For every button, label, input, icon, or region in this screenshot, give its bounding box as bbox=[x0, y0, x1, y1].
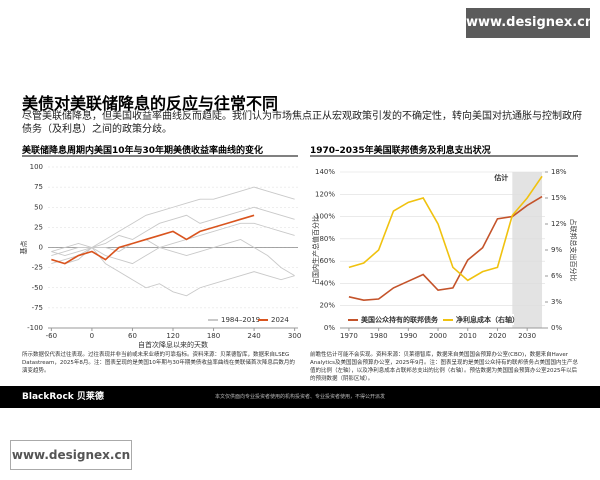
y-tick-label: -25 bbox=[32, 264, 43, 272]
annotation: 估计 bbox=[493, 173, 508, 182]
y2-tick-label: 9% bbox=[551, 246, 562, 254]
y-tick-label: 120% bbox=[315, 190, 335, 198]
x-tick-label: 180 bbox=[207, 332, 220, 340]
x-tick-label: 2000 bbox=[429, 332, 447, 340]
x-tick-label: 120 bbox=[166, 332, 179, 340]
legend-box bbox=[204, 314, 298, 325]
y-tick-label: 100 bbox=[30, 163, 43, 171]
y-tick-label: 60% bbox=[319, 257, 335, 265]
note: 所示数据仅代表过往表现。过往表现并非当前或未来业绩的可靠指标。资料来源：贝莱德智… bbox=[22, 352, 295, 374]
series-line bbox=[348, 195, 543, 301]
y-axis-label: 占国内生产总值百分比 bbox=[311, 215, 320, 285]
x-tick-label: 300 bbox=[288, 332, 301, 340]
watermark: www.designex.cn bbox=[10, 440, 132, 470]
y-tick-label: 0 bbox=[39, 244, 43, 252]
y-tick-label: 75 bbox=[34, 183, 43, 191]
x-tick-label: 1970 bbox=[340, 332, 358, 340]
series-line bbox=[51, 246, 295, 297]
y2-tick-label: 12% bbox=[551, 220, 567, 228]
x-tick-label: 1990 bbox=[399, 332, 417, 340]
series-line bbox=[51, 238, 295, 277]
y-tick-label: 20% bbox=[319, 302, 335, 310]
x-tick-label: 0 bbox=[90, 332, 94, 340]
legend-label: 净利息成本（右轴） bbox=[456, 315, 519, 324]
forecast-shade bbox=[512, 172, 543, 328]
subtitle: 尽管美联储降息，但美国收益率曲线反而趋陡。我们认为市场焦点正从宏观政策引发的不确… bbox=[22, 111, 582, 135]
disclaimer: 本文仅供面向专业投资者使用的机构投资者、专业投资者使用，不得公开派发 bbox=[215, 394, 386, 400]
brand: BlackRock 贝莱德 bbox=[22, 392, 104, 402]
y2-tick-label: 0% bbox=[551, 324, 562, 332]
x-tick-label: 60 bbox=[128, 332, 137, 340]
title: 美债对美联储降息的反应与往常不同 bbox=[22, 94, 279, 113]
y2-tick-label: 18% bbox=[551, 168, 567, 176]
legend-box bbox=[344, 314, 514, 325]
x-tick-label: 240 bbox=[247, 332, 260, 340]
chart-title: 1970–2035年美国联邦债务及利息支出状况 bbox=[310, 146, 491, 156]
y-tick-label: 40% bbox=[319, 279, 335, 287]
x-axis-label: 自首次降息以来的天数 bbox=[138, 340, 208, 349]
x-tick-label: 2010 bbox=[459, 332, 477, 340]
x-tick-label: 1980 bbox=[370, 332, 388, 340]
series-line bbox=[51, 222, 295, 265]
y2-tick-label: 6% bbox=[551, 272, 562, 280]
series-line bbox=[348, 175, 543, 282]
y-tick-label: -50 bbox=[32, 284, 43, 292]
y2-axis-label: 占联邦总支出百分比 bbox=[569, 219, 578, 282]
footer-bar bbox=[0, 386, 600, 408]
y2-tick-label: 15% bbox=[551, 194, 567, 202]
legend-label: 2024 bbox=[271, 316, 289, 324]
y-tick-label: 50 bbox=[34, 203, 43, 211]
y-axis-label: 基点 bbox=[19, 241, 28, 255]
x-tick-label: 2030 bbox=[518, 332, 536, 340]
x-tick-label: 2020 bbox=[489, 332, 507, 340]
legend-label: 1984–2019 bbox=[221, 316, 260, 324]
y-tick-label: 100% bbox=[315, 213, 335, 221]
y-tick-label: -75 bbox=[32, 304, 43, 312]
y2-tick-label: 3% bbox=[551, 298, 562, 306]
y-tick-label: 25 bbox=[34, 223, 43, 231]
y-tick-label: 0% bbox=[324, 324, 335, 332]
y-tick-label: 80% bbox=[319, 235, 335, 243]
x-tick-label: -60 bbox=[46, 332, 57, 340]
y-tick-label: 140% bbox=[315, 168, 335, 176]
series-line bbox=[51, 186, 295, 257]
y-tick-label: -100 bbox=[27, 324, 43, 332]
watermark: www.designex.cn bbox=[466, 8, 594, 38]
note: 前瞻性估计可能不会实现。资料来源：贝莱德智库，数据来自美国国会预算办公室(CBO… bbox=[310, 352, 578, 382]
series-line bbox=[51, 214, 255, 265]
legend-label: 美国公众持有的联邦债务 bbox=[361, 315, 439, 324]
chart-title: 美联储降息周期内美国10年与30年期美债收益率曲线的变化 bbox=[22, 146, 264, 156]
